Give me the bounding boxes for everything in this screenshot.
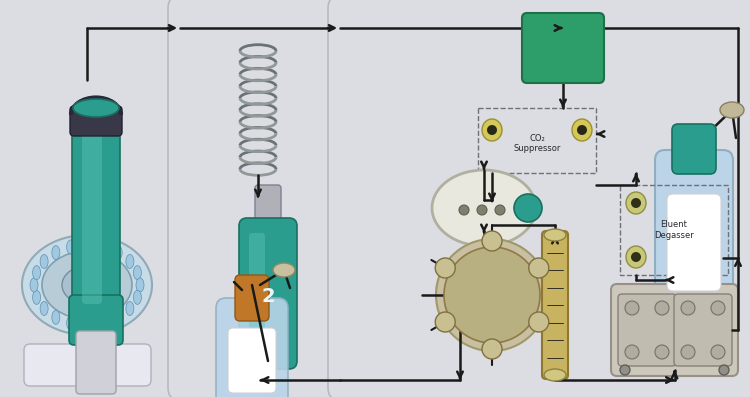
Ellipse shape (126, 254, 134, 268)
FancyBboxPatch shape (328, 0, 750, 397)
Ellipse shape (136, 278, 144, 292)
FancyBboxPatch shape (674, 294, 732, 366)
Ellipse shape (626, 192, 646, 214)
Circle shape (719, 365, 729, 375)
Circle shape (631, 198, 641, 208)
Ellipse shape (40, 301, 48, 316)
Circle shape (436, 239, 548, 351)
Circle shape (620, 365, 630, 375)
Circle shape (711, 301, 725, 315)
Circle shape (529, 258, 549, 278)
Ellipse shape (114, 246, 122, 260)
Ellipse shape (73, 99, 119, 117)
Circle shape (681, 345, 695, 359)
Ellipse shape (626, 246, 646, 268)
Circle shape (477, 205, 487, 215)
Ellipse shape (40, 254, 48, 268)
Circle shape (577, 125, 587, 135)
Circle shape (655, 301, 669, 315)
Ellipse shape (67, 316, 74, 330)
Circle shape (681, 301, 695, 315)
FancyBboxPatch shape (667, 194, 721, 291)
Ellipse shape (514, 194, 542, 222)
Circle shape (435, 312, 455, 332)
Ellipse shape (134, 266, 142, 279)
FancyBboxPatch shape (0, 0, 182, 397)
FancyBboxPatch shape (672, 124, 716, 174)
FancyBboxPatch shape (611, 284, 738, 376)
Ellipse shape (67, 240, 74, 254)
Ellipse shape (134, 290, 142, 304)
FancyBboxPatch shape (69, 295, 123, 345)
Ellipse shape (273, 263, 295, 277)
Ellipse shape (52, 246, 60, 260)
Ellipse shape (83, 318, 91, 332)
Ellipse shape (30, 278, 38, 292)
Text: 2: 2 (261, 287, 274, 306)
Ellipse shape (62, 266, 112, 304)
Ellipse shape (126, 301, 134, 316)
Ellipse shape (83, 238, 91, 252)
Ellipse shape (544, 229, 566, 241)
FancyBboxPatch shape (255, 185, 281, 229)
FancyBboxPatch shape (72, 114, 120, 311)
Ellipse shape (32, 290, 40, 304)
Ellipse shape (100, 240, 107, 254)
Circle shape (655, 345, 669, 359)
Ellipse shape (572, 119, 592, 141)
FancyBboxPatch shape (24, 344, 151, 386)
FancyBboxPatch shape (618, 294, 676, 366)
Bar (478, 108, 596, 173)
Circle shape (459, 205, 469, 215)
Bar (620, 185, 728, 275)
FancyBboxPatch shape (235, 275, 269, 321)
Circle shape (487, 125, 497, 135)
FancyBboxPatch shape (76, 331, 116, 394)
Text: Eluent
Degasser: Eluent Degasser (654, 220, 694, 240)
Circle shape (711, 345, 725, 359)
Ellipse shape (32, 266, 40, 279)
Ellipse shape (100, 316, 107, 330)
Ellipse shape (544, 369, 566, 381)
FancyBboxPatch shape (168, 0, 342, 397)
Circle shape (625, 301, 639, 315)
Ellipse shape (42, 251, 132, 319)
FancyBboxPatch shape (25, 350, 150, 385)
FancyBboxPatch shape (655, 150, 733, 365)
FancyBboxPatch shape (522, 13, 604, 83)
Circle shape (625, 345, 639, 359)
Ellipse shape (22, 235, 152, 335)
Ellipse shape (114, 310, 122, 324)
Ellipse shape (482, 119, 502, 141)
FancyBboxPatch shape (542, 231, 568, 379)
Circle shape (495, 205, 505, 215)
Ellipse shape (432, 170, 536, 246)
Ellipse shape (52, 310, 60, 324)
FancyBboxPatch shape (82, 121, 102, 304)
Circle shape (482, 231, 502, 251)
FancyBboxPatch shape (216, 298, 288, 397)
Circle shape (529, 312, 549, 332)
FancyBboxPatch shape (228, 328, 276, 393)
Circle shape (482, 339, 502, 359)
Circle shape (631, 252, 641, 262)
Circle shape (444, 247, 540, 343)
Circle shape (435, 258, 455, 278)
FancyBboxPatch shape (239, 218, 297, 369)
Text: CO₂
Suppressor: CO₂ Suppressor (513, 134, 561, 154)
FancyBboxPatch shape (249, 233, 265, 354)
FancyBboxPatch shape (70, 106, 122, 136)
Ellipse shape (720, 102, 744, 118)
